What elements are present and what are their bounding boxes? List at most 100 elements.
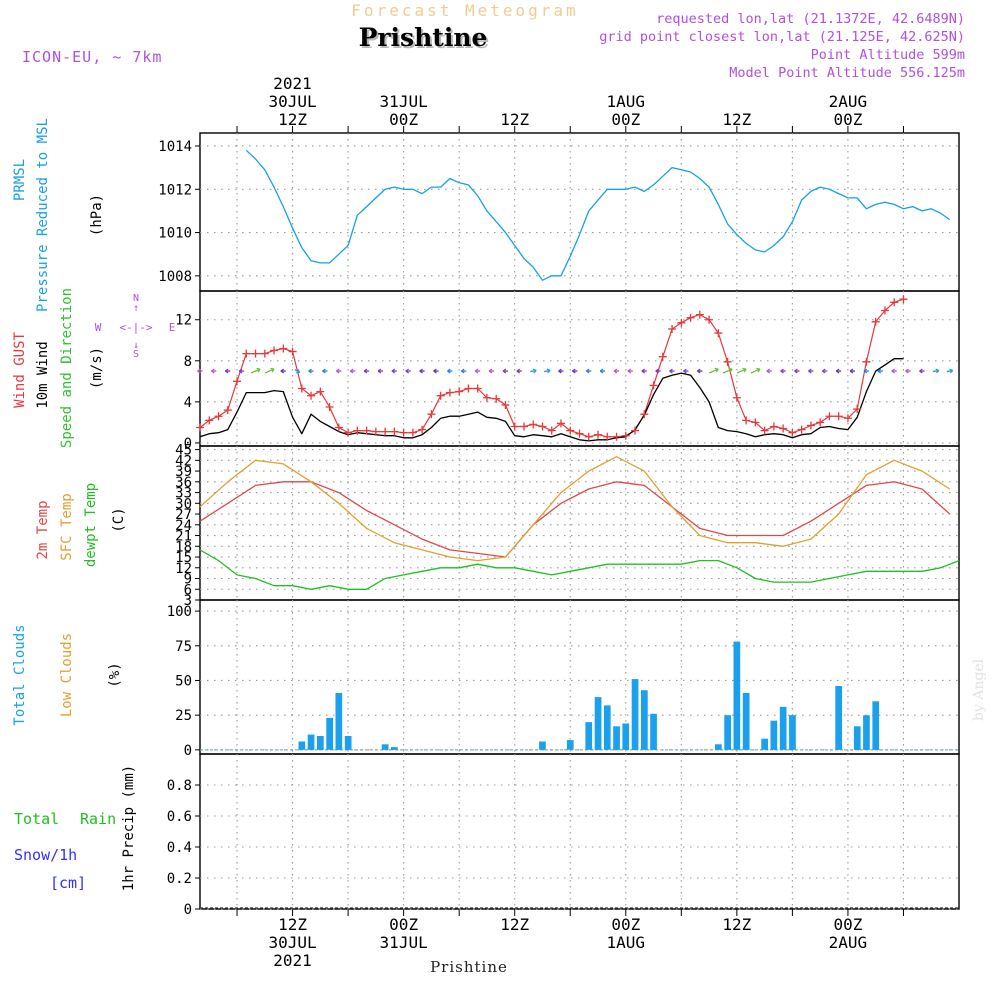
wind-direction-arrowhead	[714, 367, 719, 373]
gust-point-marker	[890, 298, 899, 307]
wind-direction-arrowhead	[821, 368, 826, 374]
top-axis-label: 2021	[273, 74, 312, 93]
precip-ytick-label: 0.2	[167, 871, 192, 887]
wind-direction-arrowhead	[238, 368, 243, 374]
model-altitude: Model Point Altitude 556.125m	[729, 65, 965, 81]
gust-point-marker	[677, 318, 686, 327]
wind-direction-arrowhead	[224, 368, 229, 374]
wind-direction-arrow	[722, 368, 733, 374]
gust-point-marker	[371, 427, 380, 436]
compass-down-arrow: ↓	[133, 340, 139, 351]
wind-label-gust: Wind GUST	[12, 332, 28, 408]
wind-direction-arrowhead	[405, 368, 409, 374]
gust-point-marker	[584, 432, 593, 441]
gust-point-marker	[408, 428, 417, 437]
compass-north: N	[133, 293, 139, 304]
wind-ytick-label: 8	[184, 354, 192, 370]
clouds-label-low: Low Clouds	[59, 633, 75, 717]
wind-direction-arrowhead	[474, 368, 479, 374]
top-axis-label: 30JUL	[268, 92, 316, 111]
wind-direction-arrowhead	[728, 367, 733, 373]
wind-direction-arrowhead	[849, 368, 854, 374]
gust-point-marker	[519, 422, 528, 431]
gust-point-marker	[779, 424, 788, 433]
temp-label-dewpt: dewpt Temp	[83, 483, 99, 567]
gust-point-marker	[612, 432, 621, 441]
precip-label-total: Total	[14, 810, 59, 828]
wind-direction-arrowhead	[377, 368, 382, 374]
gust-point-marker	[631, 426, 640, 435]
wind-direction-arrow	[250, 368, 261, 374]
temp-ytick-label: 42	[175, 453, 192, 469]
gust-point-marker	[501, 400, 510, 409]
gust-point-marker	[742, 416, 751, 425]
clouds-panel: Total Clouds Low Clouds (%) 0 25 50 75 100	[12, 599, 960, 759]
station-title-shadow: Prishtine	[361, 25, 490, 54]
chart-superscript: Forecast Meteogram	[351, 1, 578, 20]
temp-label-sfc: SFC Temp	[59, 493, 75, 560]
cloud-bar	[344, 736, 352, 750]
gust-point-marker	[223, 406, 232, 415]
gust-point-marker	[880, 306, 889, 315]
temp-ytick-label: 36	[175, 475, 192, 491]
temp-sfc-series-line	[199, 456, 951, 562]
cloud-bar	[863, 715, 870, 750]
cloud-bar	[594, 697, 602, 750]
gust-point-marker	[214, 412, 223, 421]
cloud-bar	[622, 723, 630, 750]
top-axis-label: 00Z	[611, 110, 640, 129]
wind-direction-arrowhead	[627, 368, 632, 374]
cloud-bar	[761, 738, 768, 750]
wind-direction-arrowhead	[572, 368, 576, 374]
top-axis-label: 00Z	[389, 110, 418, 129]
gust-point-marker	[529, 420, 538, 429]
cloud-bar	[779, 706, 787, 750]
wind-direction-arrowhead	[905, 368, 909, 374]
cloud-bar	[835, 686, 842, 750]
wind-direction-arrowhead	[419, 368, 423, 374]
wind-direction-arrowhead	[780, 368, 784, 374]
gust-point-marker	[510, 422, 519, 431]
temp-2m-series-line	[199, 481, 951, 558]
top-axis-label: 00Z	[833, 110, 862, 129]
gust-point-marker	[307, 391, 316, 400]
gust-point-marker	[668, 324, 677, 333]
wind-direction-arrow	[708, 368, 719, 374]
cloud-bar	[585, 722, 593, 750]
wind-direction-arrowhead	[669, 368, 673, 374]
compass-west: W	[95, 321, 102, 334]
compass-horizontal: <-|->	[119, 321, 152, 334]
wind-direction-arrowhead	[447, 368, 451, 374]
cloud-bar	[391, 747, 398, 750]
wind-ytick-label: 0	[184, 436, 192, 452]
top-axis-label: 31JUL	[380, 92, 428, 111]
gust-point-marker	[732, 393, 741, 402]
wind-direction-arrowhead	[532, 368, 537, 374]
cloud-bar	[566, 740, 574, 750]
cloud-bar	[335, 693, 343, 750]
gust-point-marker	[445, 388, 454, 397]
cloud-bar	[641, 690, 648, 750]
gust-point-marker	[603, 432, 612, 441]
gust-point-marker	[816, 418, 825, 427]
bottom-axis-label: 12Z	[500, 915, 529, 934]
temp-ytick-label: 9	[184, 572, 192, 588]
pressure-series-line	[245, 149, 951, 281]
clouds-ytick-label: 25	[175, 708, 192, 724]
pressure-ytick-label: 1014	[158, 139, 192, 155]
gust-point-marker	[788, 428, 797, 437]
point-altitude: Point Altitude 599m	[811, 47, 965, 63]
footer-station: Prishtine	[430, 958, 508, 976]
wind-direction-arrowhead	[296, 369, 301, 374]
watermark: by Angel	[971, 658, 987, 721]
precip-label-snow: Snow/1h	[14, 846, 77, 864]
gust-point-marker	[455, 387, 464, 396]
clouds-ytick-label: 100	[167, 604, 192, 620]
wind-direction-arrowhead	[502, 368, 507, 374]
gust-point-marker	[640, 410, 649, 419]
gust-point-marker	[695, 310, 704, 319]
wind-direction-arrowhead	[877, 368, 882, 374]
bottom-axis-label: 2AUG	[829, 933, 868, 952]
wind-direction-arrowhead	[641, 368, 646, 374]
